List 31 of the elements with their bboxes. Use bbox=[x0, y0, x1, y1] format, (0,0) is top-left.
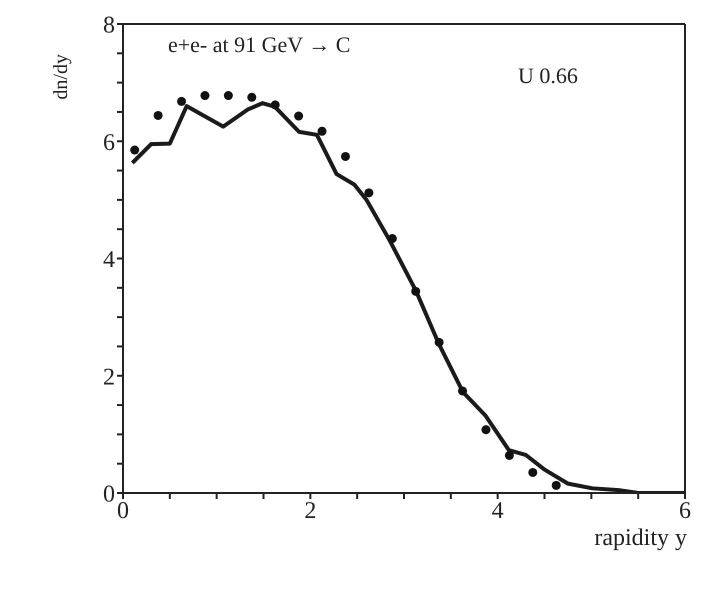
point bbox=[247, 92, 256, 102]
point bbox=[154, 110, 163, 120]
x-tick-label: 6 bbox=[679, 498, 691, 524]
point bbox=[364, 188, 374, 198]
point bbox=[177, 96, 186, 106]
point bbox=[294, 112, 304, 121]
point bbox=[481, 425, 490, 434]
y-tick-label: 2 bbox=[103, 364, 115, 390]
point bbox=[388, 234, 397, 244]
annotation: e+e- at 91 GeV → C bbox=[168, 32, 350, 58]
point bbox=[200, 91, 210, 100]
point bbox=[411, 286, 420, 296]
x-tick-label: 4 bbox=[492, 498, 504, 524]
point bbox=[130, 146, 140, 155]
point bbox=[340, 152, 350, 161]
y-axis-title: dn/dy bbox=[50, 54, 72, 100]
point bbox=[434, 338, 444, 347]
point bbox=[552, 480, 561, 490]
x-tick-label: 2 bbox=[304, 498, 316, 524]
y-tick-label: 6 bbox=[103, 130, 115, 156]
point bbox=[528, 468, 538, 477]
y-tick-label: 0 bbox=[103, 482, 115, 508]
y-tick-label: 8 bbox=[103, 12, 115, 39]
point bbox=[224, 91, 233, 100]
point bbox=[270, 100, 280, 110]
y-tick-label: 4 bbox=[103, 247, 115, 274]
x-axis-title: rapidity y bbox=[594, 525, 687, 551]
annotation: U 0.66 bbox=[518, 63, 578, 89]
point bbox=[504, 450, 514, 460]
point bbox=[458, 386, 468, 396]
point bbox=[318, 126, 327, 136]
